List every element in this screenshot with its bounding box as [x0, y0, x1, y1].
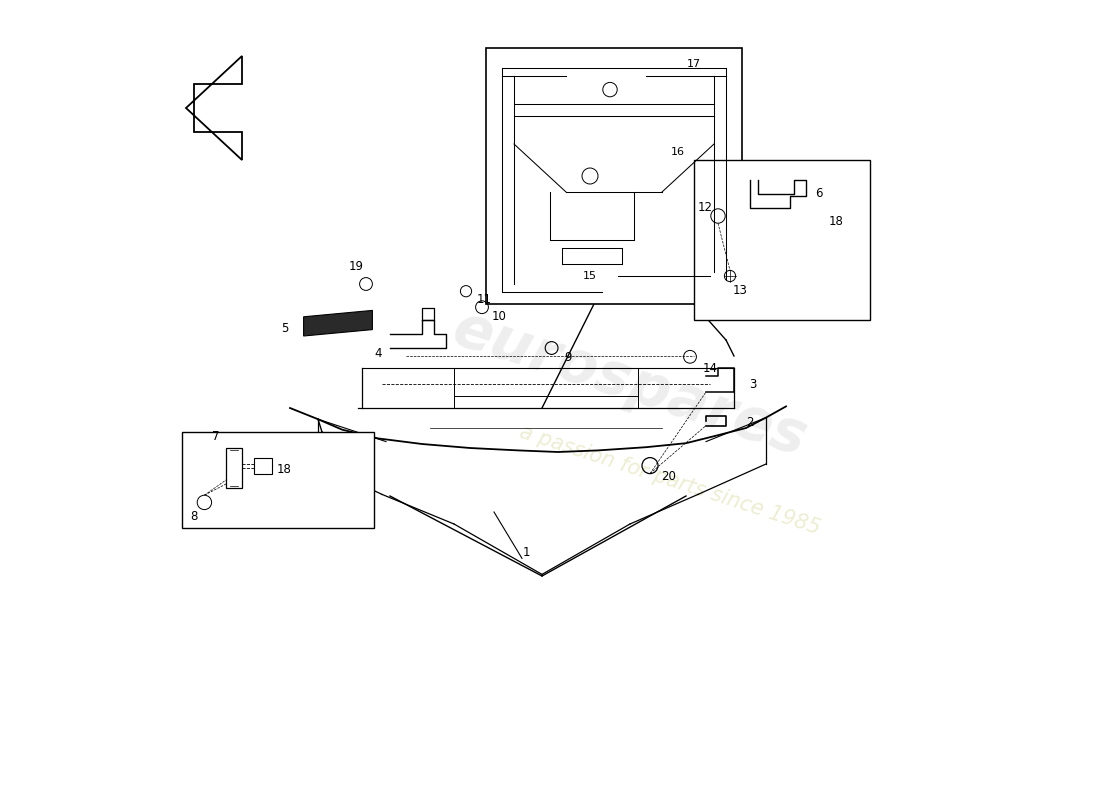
FancyBboxPatch shape	[182, 432, 374, 528]
Text: 11: 11	[477, 293, 492, 306]
Text: 19: 19	[349, 260, 364, 273]
Text: 5: 5	[280, 322, 288, 334]
FancyBboxPatch shape	[254, 458, 272, 474]
Text: 20: 20	[661, 470, 675, 483]
FancyBboxPatch shape	[694, 160, 870, 320]
Text: 16: 16	[671, 147, 685, 157]
Text: 1: 1	[522, 546, 530, 558]
Text: 14: 14	[703, 362, 717, 374]
Polygon shape	[304, 310, 373, 336]
Text: 4: 4	[374, 347, 382, 360]
Text: 6: 6	[815, 187, 823, 200]
Text: 8: 8	[190, 510, 198, 523]
Text: 2: 2	[746, 416, 754, 429]
Text: 7: 7	[212, 430, 219, 443]
Text: 17: 17	[686, 59, 701, 69]
Text: 3: 3	[749, 378, 756, 390]
Text: a passion for parts since 1985: a passion for parts since 1985	[517, 422, 823, 538]
Text: 10: 10	[492, 310, 507, 322]
Text: 15: 15	[583, 271, 597, 281]
Text: 18: 18	[277, 463, 292, 476]
FancyBboxPatch shape	[486, 48, 742, 304]
Text: 13: 13	[733, 284, 748, 297]
Text: 18: 18	[829, 215, 844, 228]
Text: eurospares: eurospares	[446, 300, 814, 468]
Text: 9: 9	[564, 351, 571, 364]
Text: 12: 12	[697, 201, 713, 214]
